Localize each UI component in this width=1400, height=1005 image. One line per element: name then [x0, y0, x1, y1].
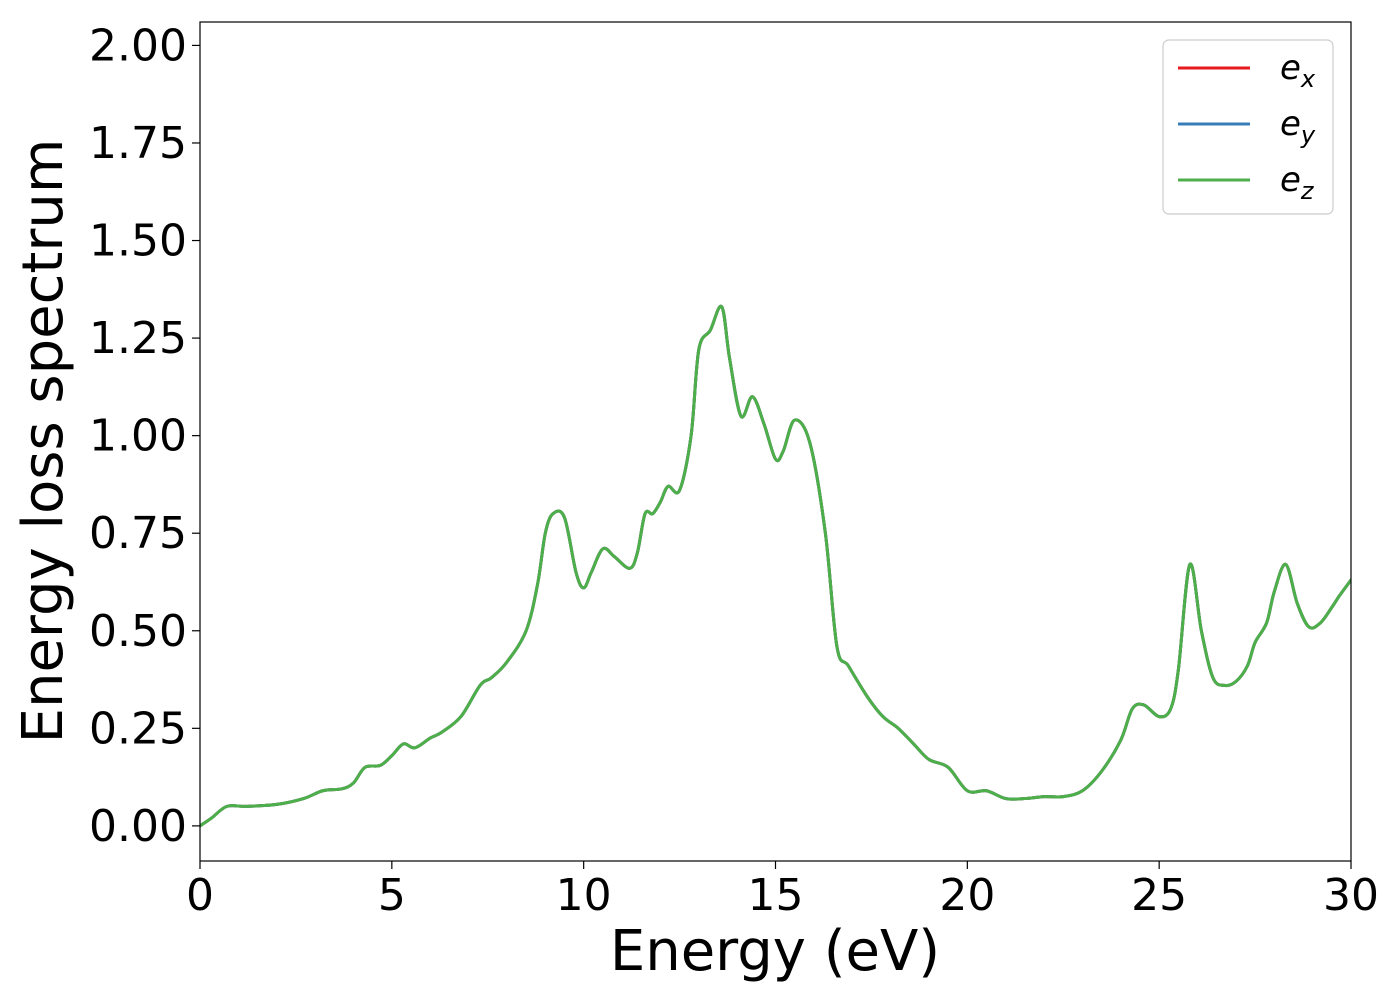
y-tick-label: 0.75: [89, 508, 187, 559]
y-tick-label: 1.75: [89, 118, 187, 169]
legend-label-subscript: z: [1300, 177, 1315, 205]
y-tick-label: 0.25: [89, 703, 187, 754]
x-tick-label: 25: [1131, 870, 1187, 921]
legend-label: ex: [1280, 48, 1316, 93]
legend-label-base: e: [1280, 160, 1301, 200]
y-tick-label: 1.50: [89, 216, 187, 267]
x-tick-label: 0: [186, 870, 214, 921]
legend-label-subscript: x: [1300, 65, 1316, 93]
legend-box: [1162, 39, 1334, 215]
legend-label-subscript: y: [1300, 121, 1316, 149]
series-line-ey: [200, 304, 1351, 828]
y-tick-label: 1.25: [89, 313, 187, 364]
y-axis: 0.00 0.25 0.50 0.75 1.00 1.25 1.50 1.75 2.00: [89, 20, 200, 852]
y-tick-label: 1.00: [89, 411, 187, 462]
legend-label: ey: [1280, 104, 1316, 149]
series-layer: [200, 304, 1351, 828]
x-tick-label: 5: [378, 870, 406, 921]
x-axis-label: Energy (eV): [610, 919, 940, 984]
x-axis: 0 5 10 15 20 25 30: [186, 861, 1379, 921]
legend-label-base: e: [1280, 104, 1301, 144]
x-tick-label: 30: [1323, 870, 1379, 921]
x-tick-label: 15: [748, 870, 804, 921]
y-axis-label: Energy loss spectrum: [11, 139, 76, 744]
y-tick-label: 2.00: [89, 20, 187, 71]
y-tick-label: 0.50: [89, 606, 187, 657]
y-tick-label: 0.00: [89, 801, 187, 852]
x-tick-label: 10: [556, 870, 612, 921]
series-line-ez: [200, 304, 1351, 828]
series-line-ex: [200, 304, 1351, 828]
legend-label-base: e: [1280, 48, 1301, 88]
x-tick-label: 20: [939, 870, 995, 921]
legend-label: ez: [1280, 160, 1315, 205]
